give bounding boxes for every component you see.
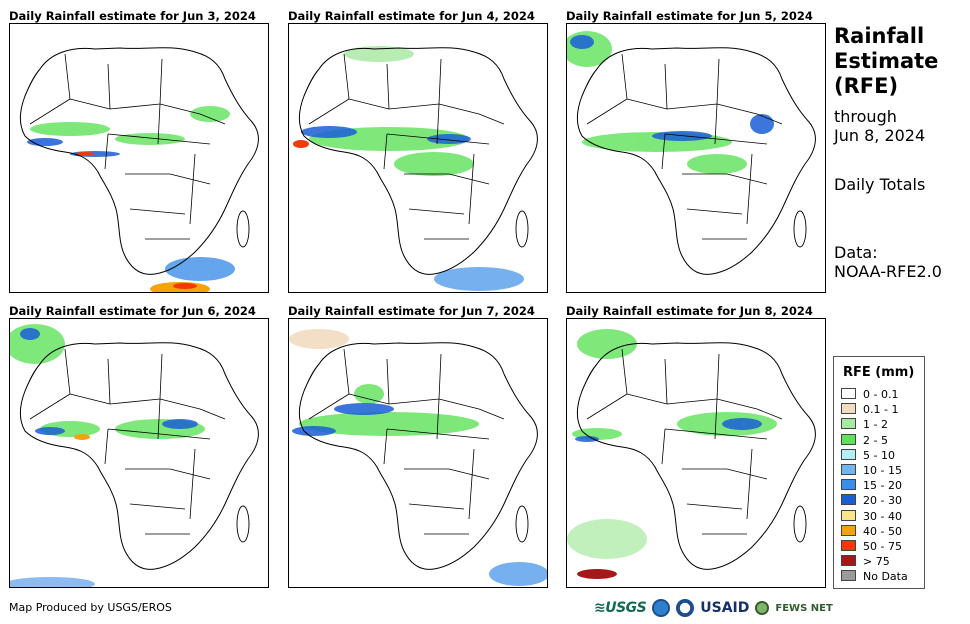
- legend-item: 50 - 75: [841, 540, 902, 553]
- rain-extreme: [75, 152, 210, 292]
- legend-swatch: [841, 388, 856, 399]
- legend-item: > 75: [841, 555, 890, 568]
- legend-label: 0 - 0.1: [863, 388, 899, 401]
- legend-label: 20 - 30: [863, 494, 902, 508]
- legend-swatch: [841, 570, 856, 582]
- legend-item: 40 - 50: [841, 524, 902, 538]
- legend-swatch: [841, 494, 856, 506]
- through-label: through: [834, 107, 897, 126]
- totals-label: Daily Totals: [834, 175, 926, 194]
- rainfall-map: [9, 318, 269, 588]
- legend-item: No Data: [841, 570, 908, 583]
- legend-label: 50 - 75: [863, 540, 902, 553]
- legend-label: 15 - 20: [863, 479, 902, 493]
- legend-item: 5 - 10: [841, 448, 895, 462]
- legend-swatch: [841, 479, 856, 491]
- map-credit: Map Produced by USGS/EROS: [9, 601, 172, 614]
- legend-item: 15 - 20: [841, 479, 902, 492]
- legend-swatch: [841, 509, 856, 521]
- legend-item: 0 - 0.1: [841, 388, 898, 401]
- side-title: Rainfall Estimate (RFE): [834, 24, 939, 98]
- legend-item: 10 - 15: [841, 464, 902, 477]
- legend-swatch: [841, 540, 856, 551]
- legend-label: 1 - 2: [863, 418, 888, 432]
- legend-item: 0.1 - 1: [841, 403, 898, 416]
- fews-globe-icon: [755, 601, 770, 615]
- legend-item: 1 - 2: [841, 418, 888, 431]
- rainfall-map: [566, 23, 826, 293]
- rainfall-map: [9, 23, 269, 293]
- legend-label: 0.1 - 1: [863, 403, 899, 417]
- panel-title: Daily Rainfall estimate for Jun 5, 2024: [566, 9, 813, 23]
- legend-swatch: [841, 403, 856, 415]
- fews-net-logo: FEWS NET: [775, 602, 833, 614]
- usgs-logo: ≋USGS: [594, 600, 647, 616]
- legend-swatch: [841, 524, 856, 536]
- panel-title: Daily Rainfall estimate for Jun 3, 2024: [9, 9, 256, 23]
- legend-title: RFE (mm): [843, 365, 915, 380]
- rainfall-map: [288, 23, 548, 293]
- legend-item: 30 - 40: [841, 509, 902, 523]
- legend-item: 2 - 5: [841, 433, 888, 447]
- legend-swatch: [841, 418, 856, 430]
- legend-label: > 75: [863, 555, 890, 569]
- through-date: Jun 8, 2024: [834, 126, 926, 145]
- legend-item: 20 - 30: [841, 494, 902, 507]
- legend-label: No Data: [863, 570, 908, 584]
- legend-swatch: [841, 448, 856, 460]
- legend-label: 10 - 15: [863, 464, 902, 477]
- usda-logo: [676, 599, 695, 617]
- rain-band: [30, 106, 230, 145]
- legend-swatch: [841, 555, 856, 567]
- logo-strip: ≋USGS USAID FEWS NET: [594, 597, 833, 619]
- panel-title: Daily Rainfall estimate for Jun 7, 2024: [288, 304, 535, 318]
- data-label: Data:: [834, 243, 878, 262]
- legend-label: 40 - 50: [863, 524, 902, 538]
- usaid-logo: USAID: [700, 600, 750, 616]
- noaa-logo: [652, 599, 671, 617]
- panel-title: Daily Rainfall estimate for Jun 4, 2024: [288, 9, 535, 23]
- rainfall-map: [288, 318, 548, 588]
- panel-title: Daily Rainfall estimate for Jun 8, 2024: [566, 304, 813, 318]
- panel-title: Daily Rainfall estimate for Jun 6, 2024: [9, 304, 256, 318]
- legend-label: 2 - 5: [863, 433, 888, 447]
- legend-label: 5 - 10: [863, 448, 895, 462]
- rainfall-map: [566, 318, 826, 588]
- legend-label: 30 - 40: [863, 509, 902, 523]
- legend-swatch: [841, 433, 856, 445]
- legend-swatch: [841, 464, 856, 475]
- data-source: NOAA-RFE2.0: [834, 262, 942, 281]
